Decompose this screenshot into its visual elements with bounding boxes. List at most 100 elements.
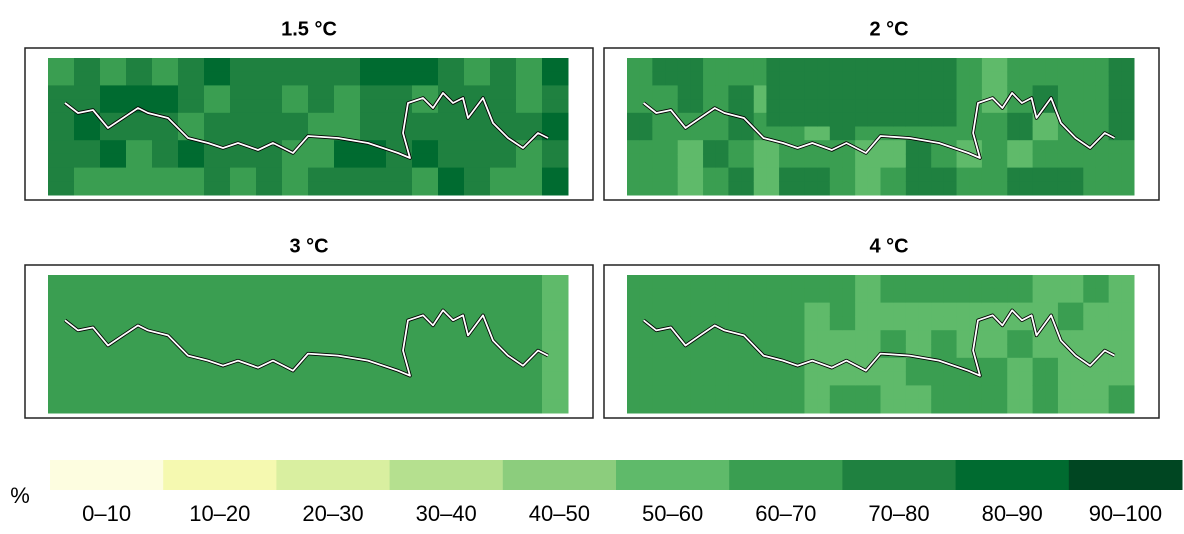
map-cell (87, 85, 101, 100)
map-cell (139, 371, 153, 386)
map-cell (74, 288, 88, 304)
map-cell (893, 167, 907, 182)
map-cell (243, 288, 257, 304)
map-cell (282, 85, 296, 100)
map-cell (204, 399, 218, 414)
map-cell (1057, 181, 1072, 196)
map-cell (652, 181, 666, 196)
map-cell (191, 153, 205, 169)
map-cell (204, 112, 218, 127)
map-cell (690, 371, 704, 386)
map-cell (126, 153, 140, 169)
map-cell (282, 330, 296, 345)
map-cell (766, 85, 780, 100)
map-cell (665, 344, 679, 359)
map-cell (981, 399, 996, 414)
map-cell (1045, 288, 1059, 304)
map-cell (412, 344, 426, 359)
map-cell (1070, 275, 1084, 290)
map-cell (217, 302, 231, 317)
map-cell (931, 344, 945, 359)
map-cell (627, 153, 641, 169)
map-cell (243, 167, 257, 182)
map-cell (87, 371, 101, 386)
map-cell (1057, 357, 1072, 373)
map-cell (74, 85, 88, 100)
map-cell (360, 399, 374, 414)
map-cell (191, 140, 205, 155)
map-cell (269, 126, 283, 141)
map-cell (867, 357, 881, 373)
map-cell (867, 58, 881, 73)
map-cell (905, 357, 920, 373)
map-cell (360, 302, 374, 317)
map-cell (243, 316, 257, 331)
map-cell (829, 371, 843, 386)
map-cell (282, 126, 296, 141)
map-cell (425, 357, 439, 373)
map-cell (438, 357, 452, 373)
map-cell (386, 302, 400, 317)
map-cell (425, 167, 439, 182)
map-cell (867, 181, 881, 196)
map-cell (269, 316, 283, 331)
map-cell (1019, 71, 1034, 86)
map-cell (295, 153, 309, 169)
map-cell (931, 275, 945, 290)
map-cell (438, 112, 452, 127)
map-cell (779, 385, 793, 400)
map-cell (1070, 85, 1084, 100)
map-cell (477, 153, 491, 169)
map-cell (728, 153, 742, 169)
map-cell (360, 167, 374, 182)
map-cell (321, 357, 335, 373)
map-cell (665, 167, 679, 182)
map-cell (1032, 167, 1046, 182)
map-cell (766, 399, 780, 414)
map-cell (1007, 316, 1021, 331)
map-cell (753, 316, 767, 331)
map-cell (880, 344, 894, 359)
map-cell (779, 167, 793, 182)
map-cell (74, 371, 88, 386)
map-cell (490, 140, 504, 155)
map-cell (308, 140, 322, 155)
map-cell (490, 316, 504, 331)
map-cell (308, 126, 322, 141)
map-cell (87, 399, 101, 414)
map-cell (905, 275, 920, 290)
map-cell (425, 181, 439, 196)
map-cell (295, 58, 309, 73)
map-cell (880, 399, 894, 414)
map-cell (627, 140, 641, 155)
map-cell (308, 153, 322, 169)
map-cell (855, 330, 869, 345)
map-cell (931, 302, 945, 317)
map-cell (139, 275, 153, 290)
map-cell (334, 58, 348, 73)
map-cell (139, 153, 153, 169)
map-cell (1121, 71, 1135, 86)
map-cell (703, 71, 717, 86)
map-cell (48, 371, 62, 386)
map-cell (334, 371, 348, 386)
map-cell (1019, 58, 1034, 73)
map-cell (1083, 288, 1097, 304)
map-cell (665, 153, 679, 169)
map-cell (477, 288, 491, 304)
map-cell (1083, 181, 1097, 196)
map-cell (256, 126, 270, 141)
map-cell (139, 71, 153, 86)
map-cell (817, 275, 831, 290)
map-cell (981, 99, 996, 114)
map-cell (956, 330, 970, 345)
map-cell (943, 275, 958, 290)
map-cell (1083, 385, 1097, 400)
map-cell (931, 316, 945, 331)
map-cell (627, 288, 641, 304)
map-cell (690, 357, 704, 373)
map-cell (627, 71, 641, 86)
map-cell (817, 371, 831, 386)
map-cell (542, 153, 556, 169)
map-cell (652, 275, 666, 290)
